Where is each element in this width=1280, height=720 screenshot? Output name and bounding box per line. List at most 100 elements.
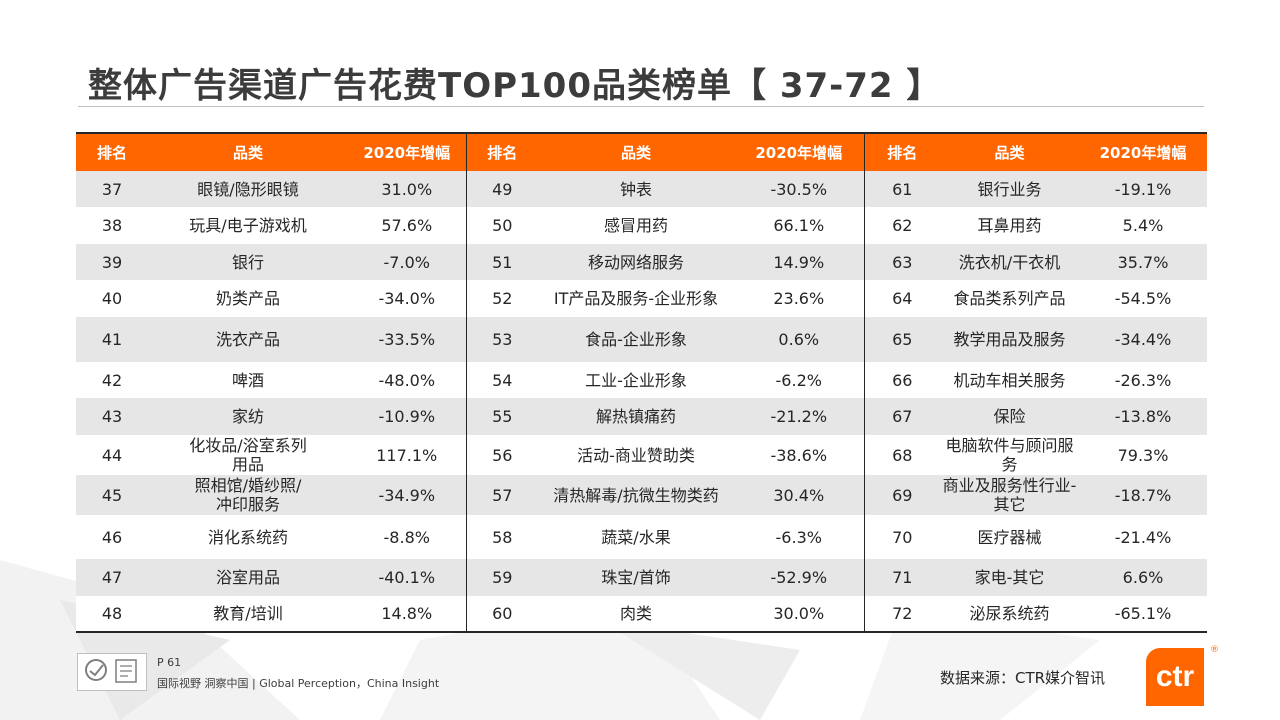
- header-category-1: 品类: [148, 134, 348, 171]
- cell-category: 商业及服务性行业- 其它: [940, 475, 1079, 515]
- cell-rank: 47: [76, 559, 148, 596]
- cell-category: 医疗器械: [940, 515, 1079, 559]
- cell-growth: -7.0%: [348, 244, 467, 280]
- cell-growth: 30.4%: [734, 475, 865, 515]
- cell-rank: 37: [76, 171, 148, 207]
- page-number: P 61: [157, 656, 182, 669]
- cell-category: 保险: [940, 398, 1079, 435]
- cell-rank: 45: [76, 475, 148, 515]
- cell-rank: 40: [76, 280, 148, 317]
- cell-rank: 51: [466, 244, 538, 280]
- cell-category: 银行业务: [940, 171, 1079, 207]
- cell-rank: 69: [864, 475, 940, 515]
- cell-growth: 66.1%: [734, 207, 865, 244]
- cell-growth: 31.0%: [348, 171, 467, 207]
- table-row: 47 浴室用品 -40.1% 59 珠宝/首饰 -52.9% 71 家电-其它 6.6%: [76, 559, 1207, 596]
- cell-growth: 30.0%: [734, 596, 865, 633]
- table-row: 45 照相馆/婚纱照/冲印服务 -34.9% 57 清热解毒/抗微生物类药 30.4% 69…: [76, 475, 1207, 515]
- cell-category: 教育/培训: [148, 596, 348, 633]
- table-row: 40 奶类产品 -34.0% 52 IT产品及服务-企业形象 23.6% 64 食品类系列产品…: [76, 280, 1207, 317]
- cell-rank: 67: [864, 398, 940, 435]
- cell-category: 教学用品及服务: [940, 317, 1079, 362]
- cell-category: 家纺: [148, 398, 348, 435]
- cell-growth: -21.4%: [1079, 515, 1207, 559]
- certification-logo: [77, 653, 147, 691]
- cell-rank: 59: [466, 559, 538, 596]
- header-growth-3: 2020年增幅: [1079, 134, 1207, 171]
- cell-rank: 57: [466, 475, 538, 515]
- cell-rank: 62: [864, 207, 940, 244]
- ranking-table-container: 排名 品类 2020年增幅 排名 品类 2020年增幅 排名 品类 2020年增幅 37 眼镜/隐…: [76, 132, 1207, 633]
- cell-growth: -34.9%: [348, 475, 467, 515]
- cell-category: 洗衣产品: [148, 317, 348, 362]
- cell-rank: 53: [466, 317, 538, 362]
- cell-growth: 79.3%: [1079, 435, 1207, 475]
- cell-category: 肉类: [538, 596, 734, 633]
- cell-growth: -38.6%: [734, 435, 865, 475]
- cell-growth: -52.9%: [734, 559, 865, 596]
- cell-growth: -19.1%: [1079, 171, 1207, 207]
- cell-rank: 56: [466, 435, 538, 475]
- cell-rank: 70: [864, 515, 940, 559]
- cell-rank: 61: [864, 171, 940, 207]
- table-row: 39 银行 -7.0% 51 移动网络服务 14.9% 63 洗衣机/干衣机 35.7%: [76, 244, 1207, 280]
- registered-mark: ®: [1210, 645, 1219, 655]
- cell-category: 移动网络服务: [538, 244, 734, 280]
- cell-category: 浴室用品: [148, 559, 348, 596]
- cell-category: 电脑软件与顾问服务: [940, 435, 1079, 475]
- cell-rank: 63: [864, 244, 940, 280]
- cell-growth: 14.8%: [348, 596, 467, 633]
- cell-growth: -13.8%: [1079, 398, 1207, 435]
- cell-category: 玩具/电子游戏机: [148, 207, 348, 244]
- footer-tagline: 国际视野 洞察中国 | Global Perception，China Insi…: [157, 677, 440, 690]
- cell-growth: -65.1%: [1079, 596, 1207, 633]
- cell-growth: -54.5%: [1079, 280, 1207, 317]
- table-top-rule: [76, 132, 1207, 134]
- ranking-table: 排名 品类 2020年增幅 排名 品类 2020年增幅 排名 品类 2020年增幅 37 眼镜/隐…: [76, 134, 1207, 633]
- header-growth-2: 2020年增幅: [734, 134, 865, 171]
- page-title: 整体广告渠道广告花费TOP100品类榜单【 37-72 】: [88, 66, 942, 106]
- cell-rank: 71: [864, 559, 940, 596]
- cell-growth: -21.2%: [734, 398, 865, 435]
- cell-growth: -33.5%: [348, 317, 467, 362]
- header-rank-2: 排名: [466, 134, 538, 171]
- header-rank-3: 排名: [864, 134, 940, 171]
- cell-category: 活动-商业赞助类: [538, 435, 734, 475]
- data-source: 数据来源：CTR媒介智讯: [940, 669, 1106, 687]
- cell-category: 感冒用药: [538, 207, 734, 244]
- cell-growth: 6.6%: [1079, 559, 1207, 596]
- cell-rank: 41: [76, 317, 148, 362]
- table-row: 43 家纺 -10.9% 55 解热镇痛药 -21.2% 67 保险 -13.8%: [76, 398, 1207, 435]
- cell-category: 工业-企业形象: [538, 362, 734, 398]
- cell-rank: 58: [466, 515, 538, 559]
- cell-rank: 46: [76, 515, 148, 559]
- cell-growth: 57.6%: [348, 207, 467, 244]
- cell-growth: -6.3%: [734, 515, 865, 559]
- table-row: 48 教育/培训 14.8% 60 肉类 30.0% 72 泌尿系统药 -65.1%: [76, 596, 1207, 633]
- cell-rank: 43: [76, 398, 148, 435]
- cell-growth: -6.2%: [734, 362, 865, 398]
- cell-rank: 60: [466, 596, 538, 633]
- cell-rank: 66: [864, 362, 940, 398]
- cell-growth: -34.0%: [348, 280, 467, 317]
- table-row: 46 消化系统药 -8.8% 58 蔬菜/水果 -6.3% 70 医疗器械 -21.4%: [76, 515, 1207, 559]
- cell-growth: -40.1%: [348, 559, 467, 596]
- cell-category: 洗衣机/干衣机: [940, 244, 1079, 280]
- table-row: 41 洗衣产品 -33.5% 53 食品-企业形象 0.6% 65 教学用品及服务 -34.4%: [76, 317, 1207, 362]
- cell-category: 银行: [148, 244, 348, 280]
- cell-category: 奶类产品: [148, 280, 348, 317]
- cell-growth: 117.1%: [348, 435, 467, 475]
- cell-category: 珠宝/首饰: [538, 559, 734, 596]
- cell-rank: 50: [466, 207, 538, 244]
- cell-category: 蔬菜/水果: [538, 515, 734, 559]
- cell-growth: -18.7%: [1079, 475, 1207, 515]
- cell-category: 钟表: [538, 171, 734, 207]
- header-rank-1: 排名: [76, 134, 148, 171]
- header-category-3: 品类: [940, 134, 1079, 171]
- title-divider: [78, 106, 1204, 107]
- cell-rank: 39: [76, 244, 148, 280]
- cell-growth: -10.9%: [348, 398, 467, 435]
- cell-growth: 23.6%: [734, 280, 865, 317]
- header-growth-1: 2020年增幅: [348, 134, 467, 171]
- cell-growth: -30.5%: [734, 171, 865, 207]
